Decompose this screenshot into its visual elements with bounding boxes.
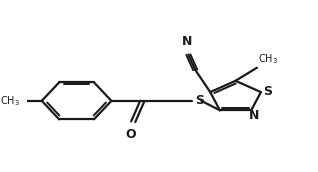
Text: S: S (263, 85, 272, 98)
Text: S: S (195, 94, 204, 107)
Text: N: N (249, 109, 259, 122)
Text: N: N (182, 35, 192, 48)
Text: O: O (126, 128, 136, 141)
Text: CH$_3$: CH$_3$ (259, 52, 279, 66)
Text: CH$_3$: CH$_3$ (0, 94, 20, 108)
